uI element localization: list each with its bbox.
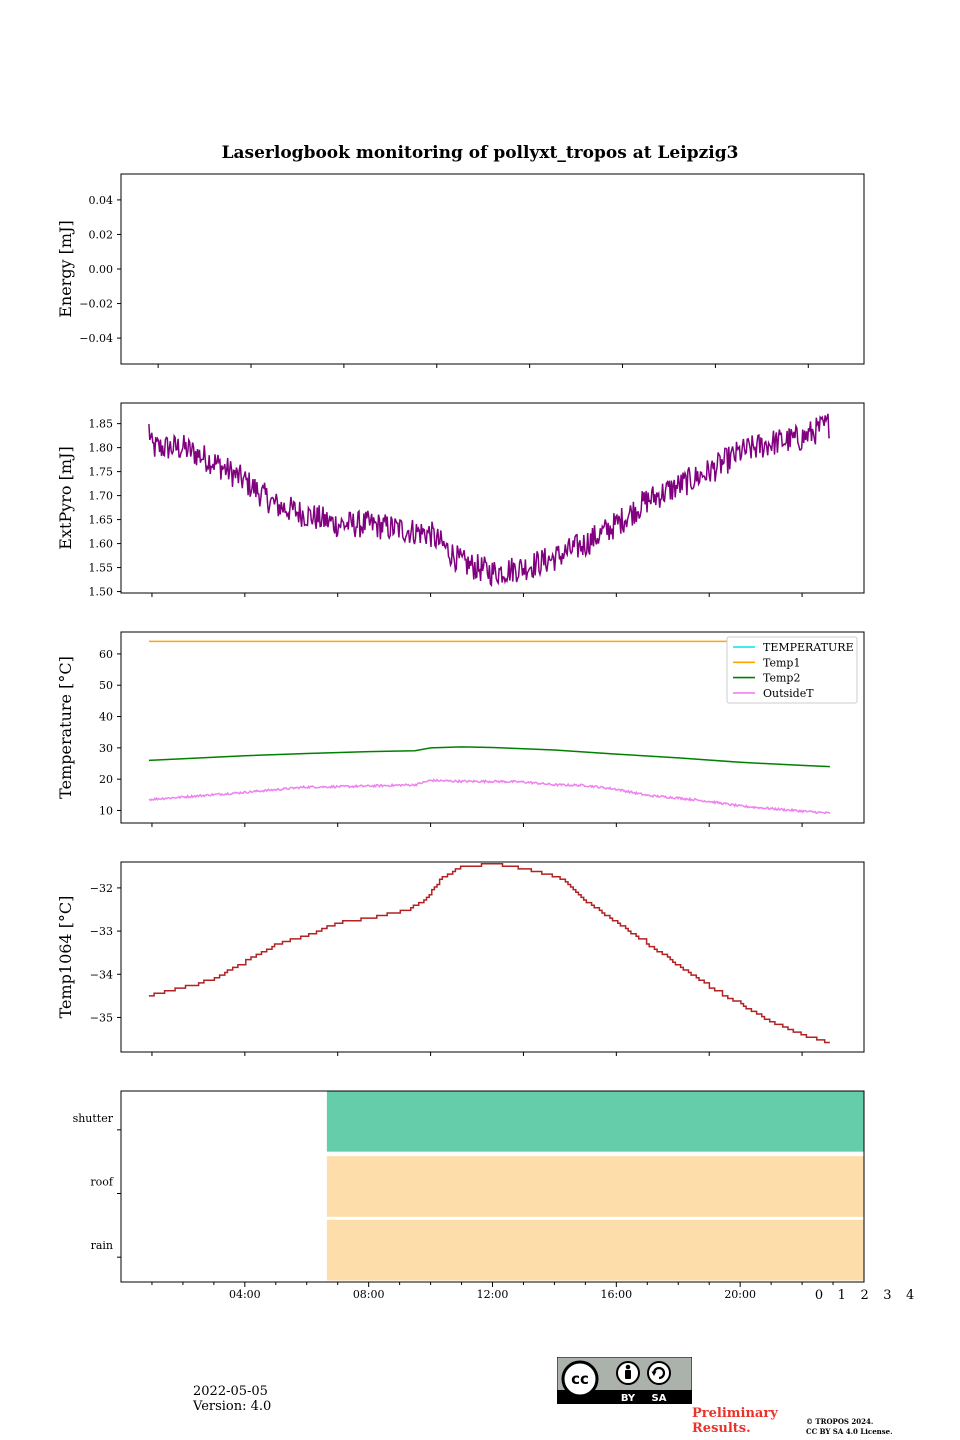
colorbar-label-3: 3 [883,1288,891,1300]
ytick-label-temperature: 30 [99,742,113,755]
panel-temp1064-frame [120,861,865,1053]
panel-energy-frame [120,173,865,365]
series-temp2 [148,746,830,768]
status-segment-shutter [326,1091,864,1152]
legend-box [726,636,858,704]
series-extpyro [148,413,831,588]
ytick-label-energy: 0.02 [89,228,114,241]
copyright-line-2: CC BY SA 4.0 License. [806,1427,893,1436]
preliminary-line-1: Preliminary [692,1406,778,1421]
cc-icon [561,1360,599,1398]
ytick-label-extpyro: 1.55 [89,562,114,575]
figure: Laserlogbook monitoring of pollyxt_tropo… [56,143,914,1300]
cc-license-badge: cc BY SA [557,1357,692,1404]
xtick-label: 16:00 [600,1288,632,1300]
xtick-label: 20:00 [724,1288,756,1300]
ytick-label-extpyro: 1.70 [89,490,114,503]
ytick-label-extpyro: 1.60 [89,538,114,551]
ytick-label-extpyro: 1.85 [89,418,114,431]
copyright-line-1: © TROPOS 2024. [806,1417,874,1426]
copyright-note: © TROPOS 2024. CC BY SA 4.0 License. [806,1417,893,1437]
ytick-label-temp1064: −35 [90,1011,113,1024]
legend-label-outsidet: OutsideT [763,687,814,700]
footer-date: 2022-05-05 [193,1384,268,1399]
status-segment-roof [326,1156,864,1217]
ytick-label-extpyro: 1.80 [89,442,114,455]
ytick-label-temperature: 40 [99,711,113,724]
legend-label-temperature: TEMPERATURE [763,641,854,654]
ytick-label-energy: −0.02 [79,298,113,311]
xtick-label: 12:00 [477,1288,509,1300]
panel-extpyro-frame [120,402,865,594]
ytick-label-temperature: 50 [99,679,113,692]
series-temp1064 [148,862,830,1044]
legend-label-temp2: Temp2 [763,672,800,685]
ytick-label-temperature: 10 [99,804,113,817]
colorbar-label-1: 1 [838,1288,846,1300]
license-by-label: BY [621,1393,636,1404]
ylabel-extpyro: ExtPyro [mJ] [56,446,75,549]
ytick-label-extpyro: 1.50 [89,586,114,599]
ytick-label-temperature: 60 [99,648,113,661]
colorbar-label-4: 4 [906,1288,914,1300]
ytick-label-temp1064: −32 [90,882,113,895]
ytick-label-extpyro: 1.65 [89,514,114,527]
ytick-label-energy: −0.04 [79,332,113,345]
ylabel-temp1064: Temp1064 [°C] [56,896,75,1019]
series-outsidet [148,778,831,815]
preliminary-note: Preliminary Results. [692,1406,778,1436]
xtick-label: 08:00 [353,1288,385,1300]
ytick-label-energy: 0.04 [89,194,114,207]
status-segment-rain [326,1219,864,1281]
cc-icon-text: cc [571,1370,589,1388]
status-row-label-rain: rain [91,1239,113,1252]
preliminary-line-2: Results. [692,1421,751,1436]
footer-version: Version: 4.0 [193,1399,272,1414]
share-alike-icon [647,1361,671,1385]
ytick-label-temp1064: −33 [90,925,113,938]
colorbar-label-0: 0 [815,1288,823,1300]
ytick-label-energy: 0.00 [89,263,114,276]
ytick-label-temperature: 20 [99,773,113,786]
license-sa-label: SA [652,1393,667,1404]
colorbar-label-2: 2 [860,1288,868,1300]
status-row-label-shutter: shutter [73,1112,114,1125]
xtick-label: 04:00 [229,1288,261,1300]
ylabel-temperature: Temperature [°C] [56,656,75,799]
panel-temperature-frame [120,631,865,824]
chart-title: Laserlogbook monitoring of pollyxt_tropo… [222,143,739,163]
ylabel-energy: Energy [mJ] [56,220,75,318]
ytick-label-extpyro: 1.75 [89,466,114,479]
status-row-label-roof: roof [90,1176,114,1189]
ytick-label-temp1064: −34 [90,968,113,981]
legend-label-temp1: Temp1 [763,656,800,669]
